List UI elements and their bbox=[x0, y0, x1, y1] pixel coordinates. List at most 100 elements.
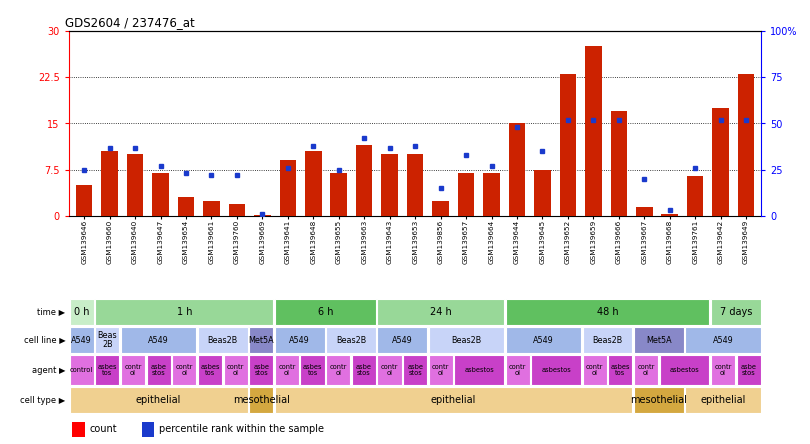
Bar bbox=[228, 204, 245, 216]
Bar bbox=[70, 327, 94, 353]
Text: asbe
stos: asbe stos bbox=[356, 364, 372, 376]
Text: 48 h: 48 h bbox=[597, 307, 618, 317]
Bar bbox=[662, 214, 678, 216]
Bar bbox=[428, 327, 504, 353]
Bar bbox=[96, 299, 273, 325]
Bar bbox=[505, 299, 710, 325]
Text: contr
ol: contr ol bbox=[124, 364, 142, 376]
Text: control: control bbox=[70, 367, 93, 373]
Bar bbox=[377, 299, 504, 325]
Bar bbox=[121, 327, 196, 353]
Bar bbox=[142, 421, 154, 436]
Text: Beas
2B: Beas 2B bbox=[97, 331, 117, 349]
Bar bbox=[275, 299, 376, 325]
Bar bbox=[198, 327, 248, 353]
Text: epithelial: epithelial bbox=[700, 395, 746, 405]
Bar bbox=[582, 327, 633, 353]
Bar bbox=[407, 155, 424, 216]
Text: 0 h: 0 h bbox=[74, 307, 89, 317]
Bar bbox=[711, 355, 735, 385]
Bar bbox=[198, 355, 222, 385]
Bar bbox=[279, 160, 296, 216]
Bar bbox=[582, 355, 607, 385]
Bar bbox=[560, 74, 576, 216]
Text: contr
ol: contr ol bbox=[714, 364, 731, 376]
Bar bbox=[403, 355, 427, 385]
Text: 24 h: 24 h bbox=[430, 307, 452, 317]
Text: A549: A549 bbox=[713, 336, 733, 345]
Bar bbox=[177, 198, 194, 216]
Text: asbestos: asbestos bbox=[541, 367, 571, 373]
Bar bbox=[70, 387, 248, 413]
Text: mesothelial: mesothelial bbox=[630, 395, 687, 405]
Text: percentile rank within the sample: percentile rank within the sample bbox=[159, 424, 324, 434]
Bar bbox=[330, 173, 347, 216]
Bar bbox=[275, 327, 325, 353]
Bar bbox=[585, 47, 602, 216]
Bar bbox=[377, 355, 402, 385]
Text: A549: A549 bbox=[148, 336, 169, 345]
Bar bbox=[249, 327, 273, 353]
Text: Beas2B: Beas2B bbox=[592, 336, 623, 345]
Bar bbox=[736, 355, 761, 385]
Bar bbox=[70, 299, 94, 325]
Bar bbox=[608, 355, 633, 385]
Text: contr
ol: contr ol bbox=[432, 364, 450, 376]
Text: asbe
stos: asbe stos bbox=[151, 364, 167, 376]
Text: asbes
tos: asbes tos bbox=[303, 364, 322, 376]
Bar bbox=[249, 355, 273, 385]
Bar bbox=[687, 176, 703, 216]
Bar bbox=[711, 299, 761, 325]
Text: asbes
tos: asbes tos bbox=[611, 364, 630, 376]
Bar bbox=[72, 421, 85, 436]
Bar bbox=[505, 355, 530, 385]
Text: asbes
tos: asbes tos bbox=[200, 364, 220, 376]
Bar bbox=[305, 151, 322, 216]
Bar bbox=[685, 327, 761, 353]
Bar bbox=[127, 155, 143, 216]
Bar bbox=[685, 387, 761, 413]
Bar bbox=[70, 355, 94, 385]
Text: Met5A: Met5A bbox=[646, 336, 671, 345]
Bar bbox=[249, 387, 273, 413]
Bar bbox=[96, 355, 119, 385]
Bar bbox=[484, 173, 500, 216]
Bar bbox=[147, 355, 171, 385]
Bar bbox=[454, 355, 504, 385]
Text: epithelial: epithelial bbox=[136, 395, 181, 405]
Text: Beas2B: Beas2B bbox=[207, 336, 238, 345]
Text: time ▶: time ▶ bbox=[37, 308, 66, 317]
Bar bbox=[301, 355, 325, 385]
Text: contr
ol: contr ol bbox=[330, 364, 347, 376]
Text: A549: A549 bbox=[289, 336, 310, 345]
Bar bbox=[121, 355, 145, 385]
Bar bbox=[254, 215, 271, 216]
Bar bbox=[203, 201, 220, 216]
Bar bbox=[275, 355, 299, 385]
Bar bbox=[382, 155, 398, 216]
Bar bbox=[738, 74, 754, 216]
Text: Beas2B: Beas2B bbox=[336, 336, 366, 345]
Text: A549: A549 bbox=[392, 336, 412, 345]
Bar bbox=[352, 355, 376, 385]
Text: epithelial: epithelial bbox=[431, 395, 476, 405]
Bar bbox=[76, 185, 92, 216]
Text: A549: A549 bbox=[533, 336, 554, 345]
Bar bbox=[531, 355, 581, 385]
Bar bbox=[275, 387, 633, 413]
Bar bbox=[634, 355, 658, 385]
Bar bbox=[636, 207, 653, 216]
Bar bbox=[634, 387, 684, 413]
Bar bbox=[224, 355, 248, 385]
Text: contr
ol: contr ol bbox=[586, 364, 603, 376]
Bar bbox=[428, 355, 453, 385]
Text: Beas2B: Beas2B bbox=[451, 336, 482, 345]
Bar bbox=[659, 355, 710, 385]
Text: asbe
stos: asbe stos bbox=[254, 364, 269, 376]
Text: contr
ol: contr ol bbox=[176, 364, 193, 376]
Text: contr
ol: contr ol bbox=[637, 364, 654, 376]
Text: asbes
tos: asbes tos bbox=[97, 364, 117, 376]
Text: asbestos: asbestos bbox=[670, 367, 699, 373]
Text: 6 h: 6 h bbox=[318, 307, 333, 317]
Text: asbe
stos: asbe stos bbox=[407, 364, 423, 376]
